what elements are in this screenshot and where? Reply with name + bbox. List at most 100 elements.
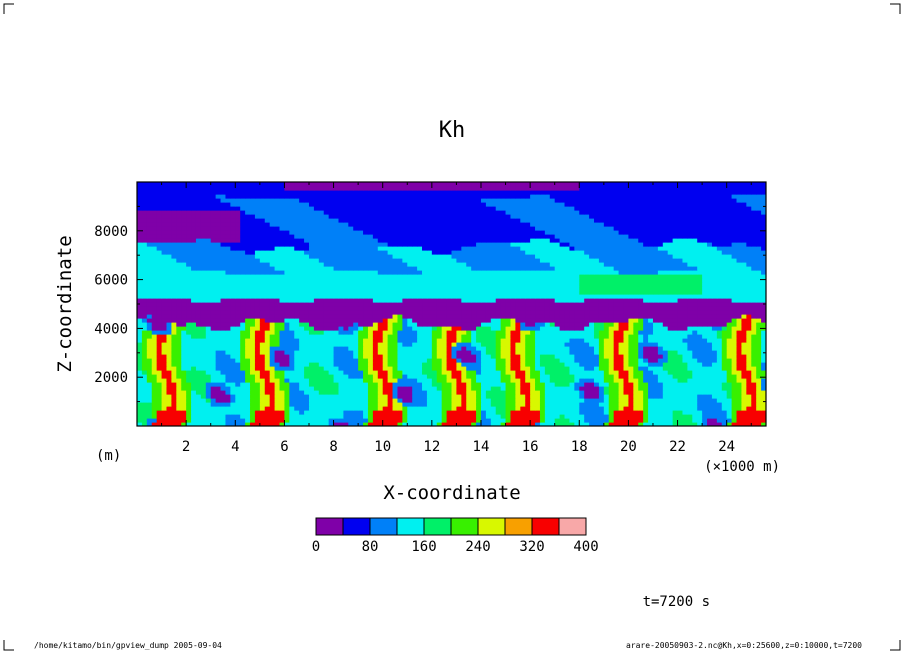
- field-cell: [520, 338, 526, 343]
- field-cell: [176, 402, 182, 407]
- field-cell: [235, 286, 241, 291]
- field-cell: [721, 270, 728, 275]
- field-cell: [284, 306, 290, 311]
- field-cell: [367, 410, 374, 415]
- field-cell: [623, 350, 629, 355]
- field-cell: [731, 342, 738, 347]
- field-cell: [446, 398, 453, 403]
- field-cell: [141, 394, 148, 399]
- field-cell: [485, 422, 492, 426]
- field-cell: [613, 282, 620, 287]
- field-cell: [269, 290, 276, 295]
- field-cell: [151, 286, 158, 291]
- field-cell: [711, 306, 718, 311]
- field-cell: [230, 390, 236, 395]
- field-cell: [613, 418, 620, 423]
- field-cell: [761, 382, 766, 387]
- field-cell: [746, 346, 752, 351]
- field-cell: [235, 362, 241, 367]
- field-cell: [392, 370, 399, 375]
- field-cell: [662, 386, 669, 391]
- field-cell: [736, 398, 743, 403]
- field-cell: [235, 302, 241, 307]
- field-cell: [515, 394, 521, 399]
- field-cell: [608, 306, 615, 311]
- field-cell: [549, 358, 556, 363]
- field-cell: [186, 394, 192, 399]
- field-cell: [535, 270, 541, 275]
- field-cell: [451, 310, 458, 315]
- field-cell: [579, 286, 585, 291]
- field-cell: [559, 374, 566, 379]
- field-cell: [363, 410, 369, 415]
- field-cell: [495, 378, 502, 383]
- field-cell: [559, 414, 566, 419]
- field-cell: [456, 330, 462, 335]
- field-cell: [412, 290, 418, 295]
- field-cell: [490, 270, 497, 275]
- field-cell: [254, 418, 261, 423]
- field-cell: [515, 350, 521, 355]
- field-cell: [564, 294, 571, 299]
- field-cell: [520, 382, 526, 387]
- field-cell: [500, 326, 507, 331]
- field-cell: [377, 270, 384, 275]
- field-cell: [589, 290, 595, 295]
- field-cell: [652, 350, 659, 355]
- field-cell: [643, 290, 649, 295]
- field-cell: [377, 382, 384, 387]
- field-cell: [633, 350, 639, 355]
- field-cell: [299, 414, 305, 419]
- field-cell: [500, 394, 507, 399]
- field-cell: [569, 386, 575, 391]
- field-cell: [151, 362, 158, 367]
- field-cell: [711, 354, 718, 359]
- field-cell: [677, 358, 684, 363]
- field-cell: [382, 354, 389, 359]
- field-cell: [397, 302, 403, 307]
- field-cell: [372, 382, 379, 387]
- field-cell: [269, 326, 276, 331]
- field-cell: [633, 382, 639, 387]
- field-cell: [250, 410, 256, 415]
- field-cell: [151, 378, 158, 383]
- field-cell: [191, 410, 197, 415]
- field-cell: [328, 410, 335, 415]
- field-cell: [426, 318, 433, 323]
- field-cell: [662, 338, 669, 343]
- field-cell: [181, 274, 187, 279]
- field-cell: [598, 314, 605, 319]
- field-cell: [711, 390, 718, 395]
- field-cell: [549, 330, 556, 335]
- field-cell: [559, 386, 566, 391]
- field-cell: [323, 346, 330, 351]
- field-cell: [603, 390, 610, 395]
- field-cell: [313, 338, 320, 343]
- field-cell: [466, 410, 472, 415]
- field-cell: [451, 410, 458, 415]
- field-cell: [657, 322, 664, 327]
- field-cell: [697, 302, 703, 307]
- field-cell: [323, 370, 330, 375]
- field-cell: [702, 270, 708, 275]
- field-cell: [323, 298, 330, 303]
- field-cell: [736, 394, 743, 399]
- field-cell: [294, 278, 300, 283]
- field-cell: [358, 314, 364, 319]
- field-cell: [623, 410, 629, 415]
- field-cell: [387, 410, 394, 415]
- field-cell: [736, 290, 743, 295]
- field-cell: [530, 318, 536, 323]
- field-cell: [515, 302, 521, 307]
- field-cell: [510, 282, 516, 287]
- field-cell: [608, 410, 615, 415]
- field-cell: [397, 286, 403, 291]
- field-cell: [579, 294, 585, 299]
- field-cell: [240, 386, 246, 391]
- field-cell: [397, 274, 403, 279]
- field-cell: [756, 402, 762, 407]
- field-cell: [525, 326, 531, 331]
- field-cell: [476, 286, 482, 291]
- field-cell: [633, 414, 639, 419]
- field-cell: [623, 418, 629, 423]
